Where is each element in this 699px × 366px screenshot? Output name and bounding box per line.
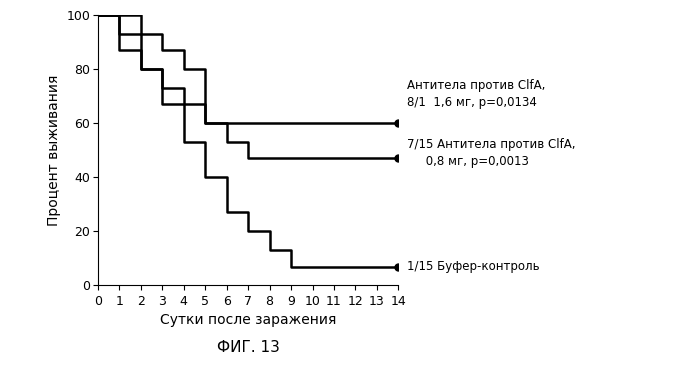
Text: ФИГ. 13: ФИГ. 13	[217, 340, 280, 355]
Y-axis label: Процент выживания: Процент выживания	[47, 74, 61, 226]
X-axis label: Сутки после заражения: Сутки после заражения	[160, 313, 336, 327]
Text: Антитела против ClfA,
8/1  1,6 мг, p=0,0134: Антитела против ClfA, 8/1 1,6 мг, p=0,01…	[407, 79, 545, 109]
Text: 1/15 Буфер-контроль: 1/15 Буфер-контроль	[407, 260, 540, 273]
Text: 7/15 Антитела против ClfA,
     0,8 мг, p=0,0013: 7/15 Антитела против ClfA, 0,8 мг, p=0,0…	[407, 138, 575, 168]
